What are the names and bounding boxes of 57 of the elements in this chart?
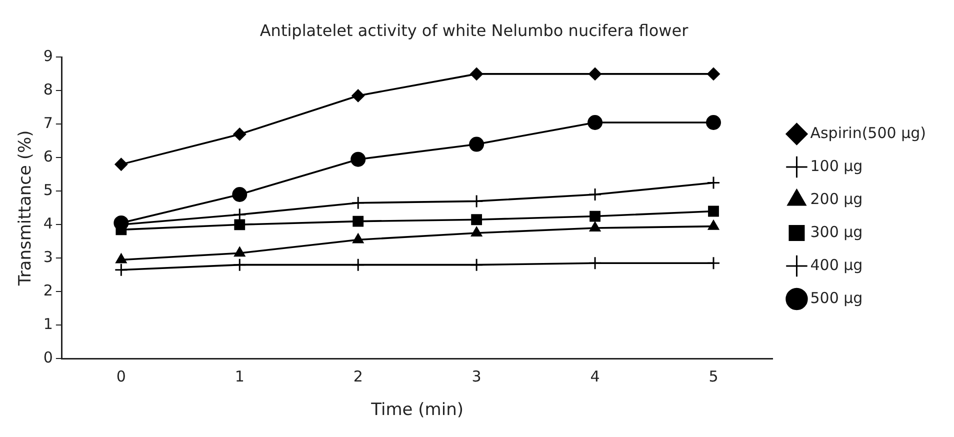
x-tick-label: 0 bbox=[116, 367, 126, 386]
point bbox=[232, 258, 246, 272]
point bbox=[232, 187, 248, 202]
point bbox=[470, 258, 484, 272]
legend-label: 300 µg bbox=[810, 222, 863, 241]
y-tick-label: 3 bbox=[43, 248, 53, 266]
x-tick-label: 5 bbox=[708, 367, 718, 386]
point bbox=[706, 256, 720, 270]
point bbox=[350, 152, 366, 167]
point bbox=[352, 216, 364, 227]
point bbox=[706, 67, 720, 80]
point bbox=[470, 67, 484, 80]
legend-label: 200 µg bbox=[810, 190, 863, 208]
chart-title: Antiplatelet activity of white Nelumbo nucifera flower bbox=[260, 20, 689, 40]
y-tick-label: 2 bbox=[43, 282, 53, 300]
point bbox=[233, 128, 246, 141]
y-tick-label: 9 bbox=[43, 47, 53, 66]
point bbox=[234, 246, 246, 257]
point bbox=[114, 158, 128, 171]
point bbox=[706, 115, 721, 130]
point bbox=[708, 220, 720, 230]
point bbox=[115, 253, 127, 264]
x-axis-title: Time (min) bbox=[370, 400, 464, 420]
point bbox=[708, 206, 719, 217]
legend-label: 100 µg bbox=[810, 156, 863, 175]
point bbox=[351, 196, 365, 210]
point bbox=[234, 219, 246, 230]
y-tick-label: 0 bbox=[43, 348, 53, 366]
point bbox=[706, 176, 720, 190]
point bbox=[590, 210, 600, 222]
y-tick-label: 1 bbox=[43, 315, 53, 333]
point bbox=[114, 263, 128, 277]
x-tick-label: 3 bbox=[472, 367, 482, 386]
point bbox=[471, 214, 482, 226]
point bbox=[351, 258, 365, 272]
point bbox=[588, 67, 602, 80]
point bbox=[470, 226, 482, 237]
legend-label: Aspirin(500 µg) bbox=[810, 124, 926, 142]
point bbox=[589, 221, 601, 232]
legend-label: 500 µg bbox=[810, 288, 863, 307]
x-tick-label: 1 bbox=[234, 367, 244, 386]
x-tick-label: 2 bbox=[353, 367, 363, 386]
legend-label: 400 µg bbox=[810, 256, 863, 274]
point bbox=[469, 136, 484, 152]
point bbox=[588, 188, 602, 202]
y-axis-title: Transmittance (%) bbox=[16, 130, 36, 287]
point bbox=[232, 208, 246, 222]
point bbox=[588, 115, 603, 130]
y-tick-label: 4 bbox=[43, 214, 53, 233]
point bbox=[352, 233, 364, 244]
point bbox=[352, 89, 365, 102]
y-tick-label: 6 bbox=[43, 148, 53, 166]
x-tick-label: 4 bbox=[590, 367, 600, 386]
y-tick-label: 7 bbox=[43, 114, 53, 132]
y-tick-label: 5 bbox=[43, 181, 53, 200]
y-tick-label: 8 bbox=[43, 80, 53, 99]
point bbox=[588, 256, 602, 270]
